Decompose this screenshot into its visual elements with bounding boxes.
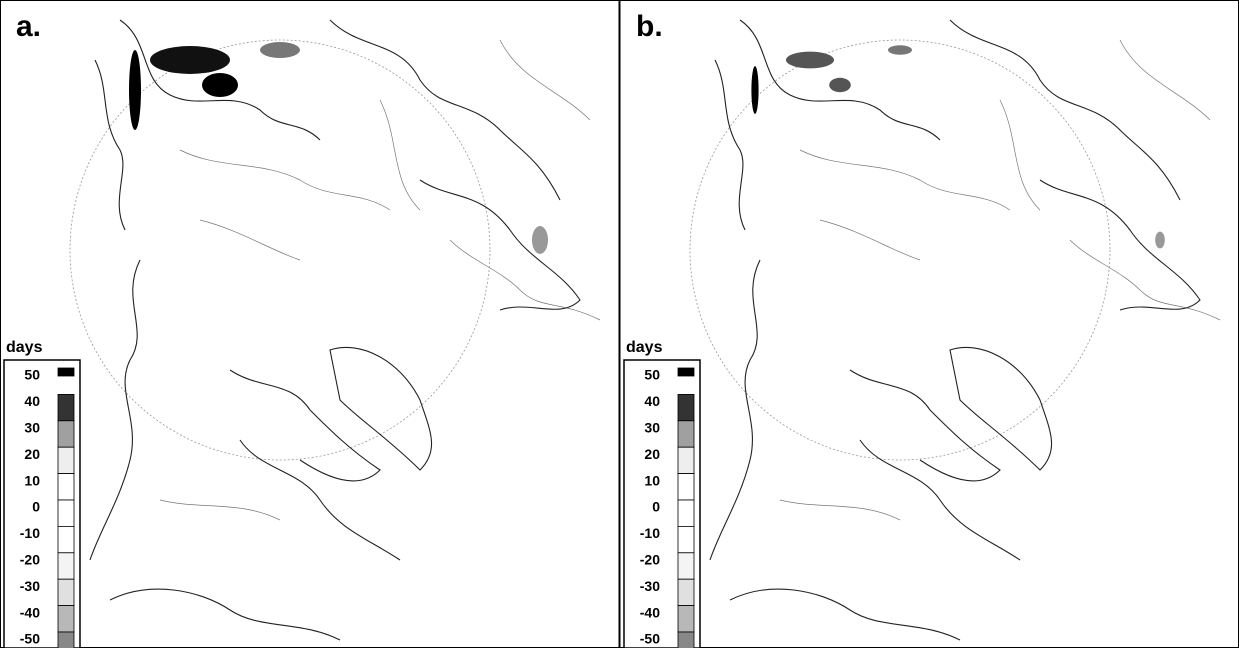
legend-swatch (677, 393, 695, 422)
legend-tick: 40 (24, 393, 40, 409)
map-panel: a. days 50 40 30 20 10 0 -10 -20 -30 -40 -50 (3, 10, 601, 648)
legend-swatch (677, 420, 695, 448)
legend-tick: 40 (644, 393, 660, 409)
map-panel: b. days 50 40 30 20 10 0 -10 -20 -30 -40 -50 (623, 10, 1221, 648)
legend-swatch (57, 393, 75, 422)
coastline (714, 59, 746, 231)
legend-swatch (677, 473, 695, 501)
anomaly-area (150, 46, 230, 74)
latitude-circle (69, 39, 491, 461)
legend-swatch (57, 499, 75, 527)
coastline (229, 369, 381, 482)
coastline (94, 59, 126, 231)
coastline (239, 439, 401, 561)
legend-tick: -40 (20, 604, 40, 620)
legend-swatch (57, 526, 75, 554)
legend-swatch (57, 552, 75, 580)
anomaly-area (129, 50, 141, 130)
legend-tick: 30 (24, 420, 40, 436)
anomaly-area (829, 77, 851, 93)
legend-swatch (57, 473, 75, 501)
legend-swatch (677, 367, 695, 377)
legend-swatch (677, 578, 695, 607)
anomaly-area (786, 51, 834, 69)
legend-title: days (6, 339, 43, 356)
legend-swatch (57, 578, 75, 607)
border-line (779, 499, 901, 521)
legend-tick: 10 (644, 472, 660, 488)
legend-tick: 0 (32, 499, 40, 515)
anomaly-area (260, 42, 300, 58)
legend-swatch (57, 420, 75, 448)
coastline (949, 19, 1181, 201)
legend-tick: -10 (20, 525, 40, 541)
border-line (1119, 39, 1211, 121)
coastline (729, 588, 961, 641)
coastline (419, 179, 581, 311)
anomaly-area (1155, 231, 1165, 249)
legend-tick: -30 (20, 578, 40, 594)
coastline (949, 346, 1053, 471)
anomaly-area (888, 45, 912, 55)
coastline (849, 369, 1001, 482)
coastline (709, 259, 761, 561)
legend-tick: 10 (24, 472, 40, 488)
legend-tick: -40 (640, 604, 660, 620)
legend-tick: 30 (644, 420, 660, 436)
legend-swatch (57, 446, 75, 475)
coastline (329, 346, 433, 471)
legend-swatch (57, 631, 75, 648)
legend-tick: -20 (20, 552, 40, 568)
coastline (1039, 179, 1201, 311)
anomaly-area (532, 226, 548, 254)
anomaly-area (202, 73, 238, 97)
coastline (329, 19, 561, 201)
border-line (199, 219, 301, 261)
legend-swatch (677, 446, 695, 475)
border-line (1069, 239, 1221, 321)
legend-tick: -20 (640, 552, 660, 568)
legend-tick: -50 (20, 631, 40, 647)
border-line (819, 219, 921, 261)
panel-label: b. (636, 10, 663, 43)
legend-tick: -10 (640, 525, 660, 541)
legend-swatch (57, 605, 75, 633)
coastline (119, 19, 321, 141)
border-line (379, 99, 421, 211)
legend-tick: 50 (24, 367, 40, 383)
legend-tick: 20 (24, 446, 40, 462)
legend-swatch (677, 499, 695, 527)
legend-tick: 0 (652, 499, 660, 515)
legend-tick: 20 (644, 446, 660, 462)
legend-title: days (626, 339, 663, 356)
border-line (999, 99, 1041, 211)
legend-swatch (677, 605, 695, 633)
coastline (739, 19, 941, 141)
border-line (179, 149, 391, 211)
legend-tick: 50 (644, 367, 660, 383)
legend-tick: -50 (640, 631, 660, 647)
border-line (449, 239, 601, 321)
border-line (499, 39, 591, 121)
panel-label: a. (16, 10, 41, 43)
coastline (109, 588, 341, 641)
coastline (89, 259, 141, 561)
legend-swatch (677, 526, 695, 554)
legend-swatch (677, 552, 695, 580)
border-line (799, 149, 1011, 211)
anomaly-area (751, 66, 759, 114)
border-line (159, 499, 281, 521)
latitude-circle (689, 39, 1111, 461)
legend-swatch (677, 631, 695, 648)
legend-tick: -30 (640, 578, 660, 594)
coastline (859, 439, 1021, 561)
legend-swatch (57, 367, 75, 377)
